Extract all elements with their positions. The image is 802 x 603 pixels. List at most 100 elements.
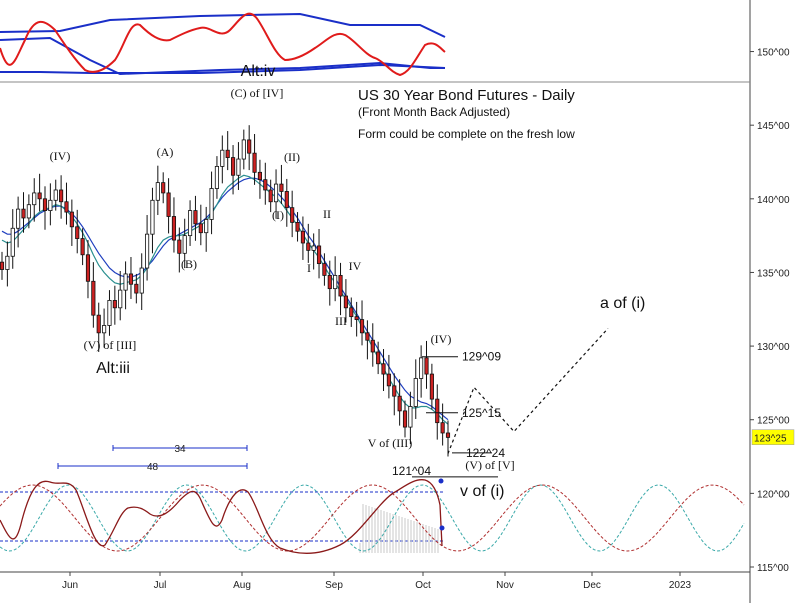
candle <box>80 238 85 256</box>
candle <box>273 183 279 203</box>
candle <box>193 210 198 225</box>
osc-dot-upper <box>438 478 444 484</box>
a-of-i-label: a of (i) <box>600 295 645 312</box>
wave-label-iv-roman: IV <box>349 259 362 273</box>
candle <box>279 183 284 192</box>
y-tick-label: 120^00 <box>757 489 790 500</box>
candle <box>402 410 408 428</box>
cycle-label: 48 <box>147 462 159 473</box>
candle <box>0 261 5 270</box>
candle <box>413 378 418 407</box>
wave-label-c-of-iv: (C) of [IV] <box>231 86 284 100</box>
candle <box>150 199 155 235</box>
candle <box>112 300 117 309</box>
y-tick-label: 150^00 <box>757 48 790 59</box>
candle <box>10 227 15 257</box>
candle <box>424 357 429 375</box>
chart-title: US 30 Year Bond Futures - Daily <box>358 87 575 104</box>
y-tick-label: 130^00 <box>757 342 790 353</box>
candle <box>48 199 53 211</box>
candle <box>32 192 37 206</box>
candle <box>236 158 241 176</box>
alt-iii-label: Alt:iii <box>96 360 130 377</box>
candle <box>365 332 370 341</box>
candle <box>53 189 58 201</box>
candle <box>102 325 107 334</box>
candle <box>225 149 230 158</box>
wave-label-iv-paren2: (IV) <box>431 332 452 346</box>
candle <box>386 373 391 387</box>
wave-label-i-paren: (I) <box>272 208 284 222</box>
candle <box>21 208 26 219</box>
candle <box>311 245 316 251</box>
cycle-label: 34 <box>174 444 186 455</box>
candle <box>429 373 434 400</box>
candle <box>128 273 134 285</box>
osc-dot-lower <box>439 525 445 531</box>
y-tick-label: 135^00 <box>757 268 790 279</box>
chart-subtitle: (Front Month Back Adjusted) <box>358 105 510 119</box>
candle <box>26 204 31 219</box>
upper-band-top <box>0 12 446 38</box>
candle <box>42 198 48 211</box>
ma-slow-line <box>1 177 449 421</box>
candle <box>316 245 322 265</box>
candle <box>290 207 295 223</box>
candle <box>440 422 445 434</box>
upper-oscillator <box>0 12 446 77</box>
candle <box>327 274 332 290</box>
candle <box>220 149 225 167</box>
candle <box>123 273 128 291</box>
wave-label-v-of-iii-bracket: (V) of [III] <box>84 338 137 352</box>
x-tick-label: Oct <box>415 580 431 591</box>
current-price-tag <box>751 429 795 445</box>
x-tick-label: Nov <box>496 580 514 591</box>
candle <box>230 157 236 176</box>
price-level-label: 129^09 <box>462 350 501 364</box>
candle <box>37 192 42 200</box>
y-tick-label: 125^00 <box>757 416 790 427</box>
v-of-i-label: v of (i) <box>460 483 504 500</box>
candle <box>75 226 80 239</box>
candle <box>171 216 177 241</box>
x-tick-label: Aug <box>233 580 251 591</box>
wave-label-v-of-iii: V of (III) <box>368 436 412 450</box>
candle <box>59 189 64 203</box>
candle <box>257 171 262 181</box>
candle <box>419 357 424 379</box>
candle <box>145 233 150 269</box>
candle <box>268 189 273 203</box>
candle <box>343 295 348 309</box>
upper-band-bottom <box>0 36 445 76</box>
candle <box>64 201 69 213</box>
y-tick-label: 115^00 <box>757 563 789 574</box>
candle <box>381 363 386 375</box>
candle <box>177 239 182 254</box>
cycle-wave-red <box>0 484 745 552</box>
x-tick-label: Dec <box>583 580 601 591</box>
composite-oscillator <box>0 479 443 554</box>
candle <box>69 211 74 228</box>
y-tick-label: 140^00 <box>757 195 790 206</box>
upper-band-mid <box>0 63 446 74</box>
candle <box>359 319 365 334</box>
price-level-label: 122^24 <box>466 446 505 460</box>
x-tick-label: 2023 <box>669 580 692 591</box>
candle <box>16 208 21 229</box>
candle <box>188 210 193 237</box>
candle <box>295 221 300 232</box>
candle <box>397 395 402 412</box>
candle <box>198 223 203 234</box>
candle <box>118 289 123 309</box>
candle <box>247 139 252 154</box>
candle <box>182 235 187 254</box>
wave-label-iv: (IV) <box>50 149 71 163</box>
wave-label-b: (B) <box>181 257 197 271</box>
candle <box>134 283 139 294</box>
y-tick-label: 145^00 <box>757 121 790 132</box>
candle <box>284 191 289 209</box>
candle <box>354 316 359 320</box>
price-level-label: 121^04 <box>392 464 431 478</box>
alt-iv-label: Alt:iv <box>241 63 276 80</box>
